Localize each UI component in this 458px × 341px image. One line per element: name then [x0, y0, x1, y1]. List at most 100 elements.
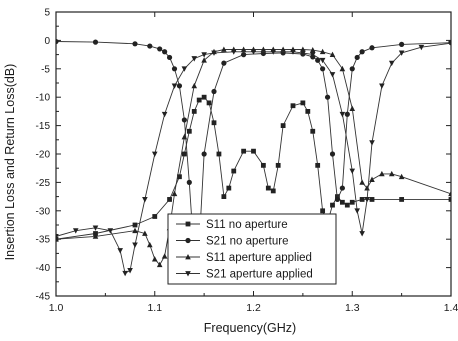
- data-point: [166, 54, 173, 61]
- data-point: [56, 233, 59, 240]
- data-point: [230, 49, 237, 55]
- data-point: [359, 179, 365, 185]
- data-point: [181, 151, 187, 157]
- data-point: [132, 222, 138, 228]
- data-point: [191, 56, 198, 62]
- data-point: [181, 117, 187, 123]
- data-point: [181, 133, 188, 140]
- data-point: [122, 270, 128, 277]
- data-point: [250, 49, 257, 55]
- legend: S11 no aperture S21 no aperture S11 apertu…: [167, 213, 337, 285]
- data-point: [300, 100, 306, 106]
- data-point: [152, 214, 158, 219]
- data-point: [132, 242, 138, 248]
- data-point: [147, 241, 153, 248]
- data-point: [176, 83, 183, 89]
- series-4: [56, 40, 451, 277]
- y-tick-label: -35: [36, 235, 51, 246]
- data-point: [211, 88, 217, 95]
- data-point: [196, 97, 202, 103]
- data-point: [364, 197, 370, 203]
- data-point: [379, 170, 385, 177]
- legend-marker: [185, 237, 191, 244]
- y-tick-label: -5: [41, 64, 50, 75]
- y-tick-label: 5: [44, 8, 50, 19]
- data-point: [107, 228, 114, 234]
- data-point: [132, 41, 138, 47]
- data-point: [319, 48, 326, 55]
- y-tick-label: -30: [36, 206, 51, 217]
- data-point: [290, 103, 296, 109]
- data-point: [369, 197, 375, 202]
- data-point: [92, 225, 99, 231]
- data-point: [344, 111, 350, 117]
- y-tick-label: -40: [36, 263, 51, 274]
- data-point: [330, 202, 335, 208]
- data-point: [231, 168, 237, 174]
- data-point: [290, 49, 296, 55]
- data-point: [334, 196, 341, 203]
- data-point: [349, 66, 355, 72]
- legend-marker: [185, 254, 191, 260]
- data-point: [191, 109, 197, 114]
- data-point: [388, 60, 395, 67]
- data-point: [315, 162, 321, 168]
- legend-box: [167, 213, 337, 285]
- data-point: [448, 197, 451, 202]
- data-point: [161, 253, 168, 259]
- data-point: [320, 208, 326, 214]
- data-point: [201, 151, 207, 157]
- data-point: [398, 173, 405, 180]
- data-point: [132, 227, 138, 234]
- data-point: [201, 57, 207, 63]
- data-point: [280, 46, 286, 52]
- data-point: [156, 261, 163, 268]
- data-point: [171, 190, 178, 197]
- data-point: [418, 44, 425, 51]
- data-point: [167, 197, 172, 202]
- legend-label: S11 aperture applied: [206, 252, 312, 264]
- data-point: [448, 40, 451, 47]
- data-point: [157, 46, 163, 52]
- data-point: [211, 50, 217, 56]
- data-point: [270, 49, 277, 55]
- data-point: [201, 52, 207, 58]
- legend-label: S21 no aperture: [206, 236, 288, 248]
- data-point: [161, 111, 168, 118]
- data-point: [349, 168, 356, 175]
- data-point: [221, 46, 227, 52]
- data-point: [72, 228, 79, 234]
- data-point: [359, 197, 365, 202]
- y-tick-label: -15: [36, 121, 51, 132]
- data-point: [241, 52, 247, 58]
- data-point: [171, 83, 178, 89]
- data-point: [388, 170, 395, 177]
- data-point: [221, 194, 227, 199]
- data-point: [354, 208, 360, 214]
- data-point: [349, 105, 356, 111]
- data-point: [398, 50, 405, 56]
- data-point: [344, 202, 350, 208]
- data-point: [92, 233, 99, 239]
- data-point: [56, 38, 59, 45]
- data-point: [300, 50, 306, 56]
- data-point: [320, 66, 326, 72]
- data-point: [369, 176, 375, 182]
- data-point: [260, 162, 266, 168]
- data-point: [309, 52, 316, 58]
- data-point: [359, 49, 365, 55]
- y-axis-label: Insertion Loss and Return Loss(dB): [3, 64, 17, 261]
- data-point: [147, 43, 153, 49]
- x-tick-label: 1.4: [444, 302, 458, 314]
- data-point: [309, 47, 316, 53]
- y-tick-label: -45: [36, 292, 51, 303]
- legend-label: S11 no aperture: [206, 219, 288, 231]
- data-point: [151, 151, 158, 157]
- legend-label: S21 aperture applied: [206, 269, 313, 281]
- data-point: [339, 111, 346, 118]
- legend-marker: [185, 221, 191, 227]
- data-point: [181, 66, 188, 72]
- data-point: [171, 66, 178, 72]
- data-point: [151, 256, 158, 262]
- data-point: [270, 188, 276, 194]
